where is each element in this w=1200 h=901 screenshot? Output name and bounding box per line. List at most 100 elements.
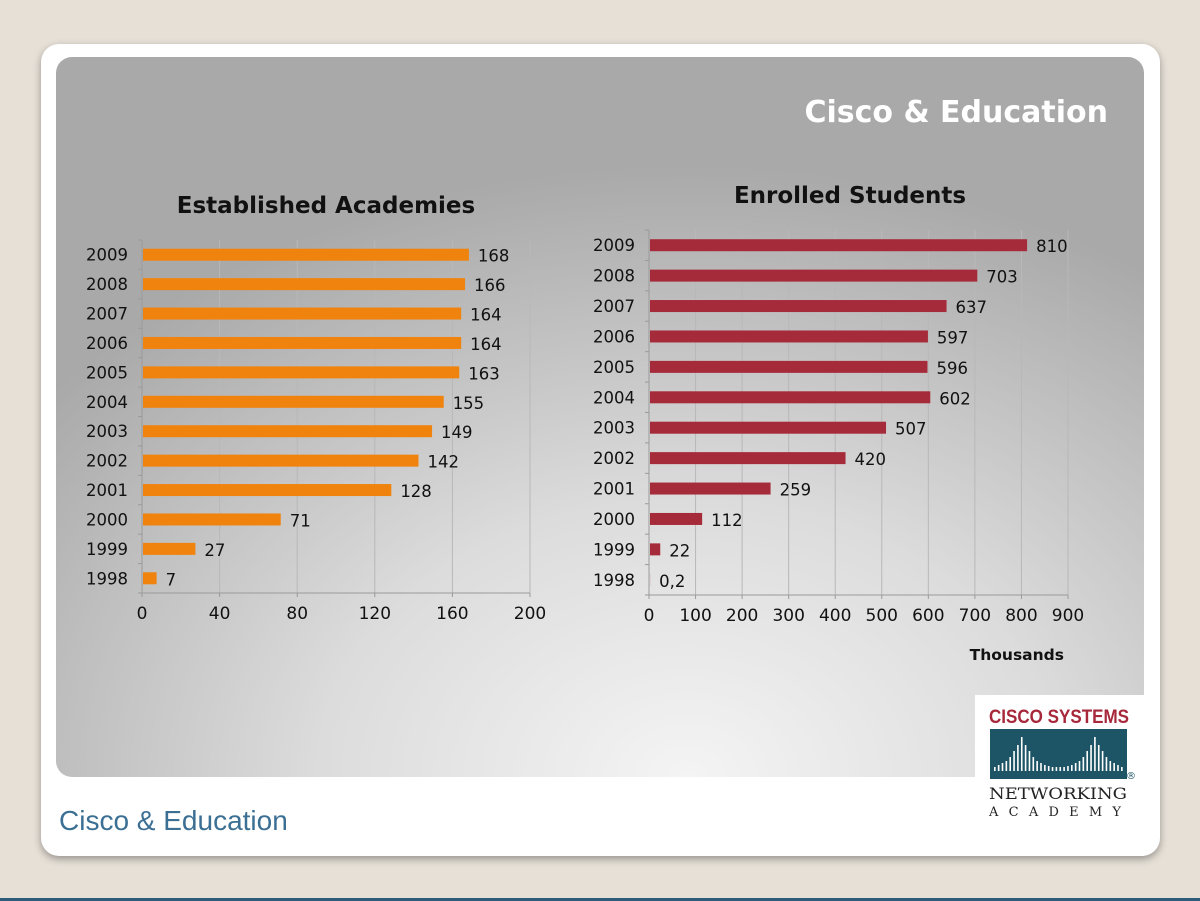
logo-bar	[1067, 766, 1069, 771]
academies-bar	[143, 248, 469, 261]
academies-bar	[143, 366, 460, 379]
students-x-tick-label: 300	[772, 606, 804, 626]
academies-category-label: 2003	[86, 422, 128, 441]
academies-title: Established Academies	[177, 193, 475, 219]
students-category-label: 2000	[593, 510, 635, 529]
students-data-label: 420	[855, 450, 887, 469]
students-bar	[650, 482, 771, 495]
students-category-label: 2001	[593, 480, 635, 499]
students-data-label: 703	[986, 268, 1018, 287]
logo-bar	[1097, 745, 1100, 771]
students-x-tick-label: 600	[912, 606, 944, 626]
logo-bar	[1036, 761, 1038, 771]
logo-bar	[1086, 751, 1088, 771]
students-bar	[650, 330, 928, 343]
logo-bar	[997, 765, 1000, 771]
content-panel	[56, 57, 1144, 777]
students-bar	[650, 543, 661, 556]
logo-bar	[1063, 767, 1065, 771]
academies-bar	[143, 484, 392, 497]
students-x-tick-label: 100	[679, 606, 711, 626]
logo-bar	[1024, 745, 1027, 771]
academies-data-label: 128	[400, 482, 432, 501]
academies-data-label: 155	[453, 394, 485, 413]
academies-x-tick-label: 0	[137, 604, 148, 624]
students-data-label: 602	[939, 389, 971, 408]
logo-bar	[994, 767, 996, 771]
academies-category-label: 2004	[86, 393, 128, 412]
logo-bar	[1109, 761, 1112, 771]
logo-bar	[1090, 745, 1092, 771]
academies-data-label: 71	[290, 511, 311, 530]
logo-bar	[1044, 765, 1046, 771]
academies-bar	[143, 542, 196, 555]
students-data-label: 597	[937, 328, 969, 347]
students-category-label: 1998	[593, 571, 635, 590]
logo-bar	[1094, 737, 1096, 771]
students-x-tick-label: 400	[819, 606, 851, 626]
students-bar	[650, 391, 931, 404]
logo-bar	[1001, 763, 1004, 771]
academies-bar	[143, 425, 433, 438]
logo-bar	[1055, 767, 1058, 771]
academies-bar	[143, 572, 157, 585]
students-data-label: 22	[669, 541, 690, 560]
academies-bar	[143, 336, 462, 349]
academies-data-label: 164	[470, 306, 502, 325]
logo-bar	[1101, 751, 1104, 771]
logo-bar	[1013, 751, 1015, 771]
students-x-tick-label: 200	[726, 606, 758, 626]
students-data-label: 259	[780, 481, 812, 500]
academies-category-label: 2009	[86, 246, 128, 265]
students-bar	[650, 512, 703, 525]
students-bar	[650, 239, 1028, 252]
logo-academy-text: ACADEMY	[988, 805, 1127, 820]
students-bar	[650, 421, 887, 434]
students-data-label: 507	[895, 420, 927, 439]
academies-data-label: 168	[478, 247, 510, 266]
logo-bar	[1082, 757, 1085, 771]
students-category-label: 2005	[593, 358, 635, 377]
footer-title: Cisco & Education	[59, 805, 288, 836]
academies-category-label: 2005	[86, 363, 128, 382]
students-x-tick-label: 900	[1052, 606, 1084, 626]
logo-bridge-bars-icon	[994, 737, 1123, 771]
academies-data-label: 149	[441, 423, 473, 442]
slide-title: Cisco & Education	[804, 95, 1108, 130]
students-x-axis-label: Thousands	[970, 646, 1064, 664]
students-x-tick-label: 500	[866, 606, 898, 626]
students-x-tick-label: 0	[644, 606, 655, 626]
students-bar	[650, 452, 846, 465]
students-bar	[650, 360, 928, 373]
academies-x-tick-label: 120	[359, 604, 391, 624]
logo-bar	[1117, 765, 1119, 771]
logo-bar	[1078, 761, 1081, 771]
students-x-tick-label: 800	[1005, 606, 1037, 626]
academies-category-label: 1999	[86, 540, 128, 559]
students-data-label: 637	[956, 298, 988, 317]
logo-registered-mark: ®	[1126, 771, 1136, 782]
students-bar	[650, 300, 947, 313]
cisco-logo-graphic: CISCO SYSTEMS ® NETWORKING ACADEMY	[988, 707, 1136, 820]
academies-bar	[143, 278, 466, 291]
students-data-label: 0,2	[659, 572, 685, 591]
logo-bar	[1020, 737, 1023, 771]
logo-bar	[1071, 765, 1073, 771]
students-category-label: 2006	[593, 327, 635, 346]
students-category-label: 1999	[593, 540, 635, 559]
students-x-tick-label: 700	[959, 606, 991, 626]
academies-category-label: 2000	[86, 510, 128, 529]
academies-bar	[143, 513, 281, 526]
logo-bar	[1032, 757, 1035, 771]
students-category-label: 2002	[593, 449, 635, 468]
academies-data-label: 142	[427, 453, 459, 472]
academies-category-label: 2006	[86, 334, 128, 353]
logo-bar	[1113, 763, 1115, 771]
students-category-label: 2009	[593, 236, 635, 255]
logo-bar	[1105, 757, 1108, 771]
students-category-label: 2004	[593, 388, 635, 407]
logo-bar	[1005, 761, 1008, 771]
logo-bar	[1040, 763, 1042, 771]
